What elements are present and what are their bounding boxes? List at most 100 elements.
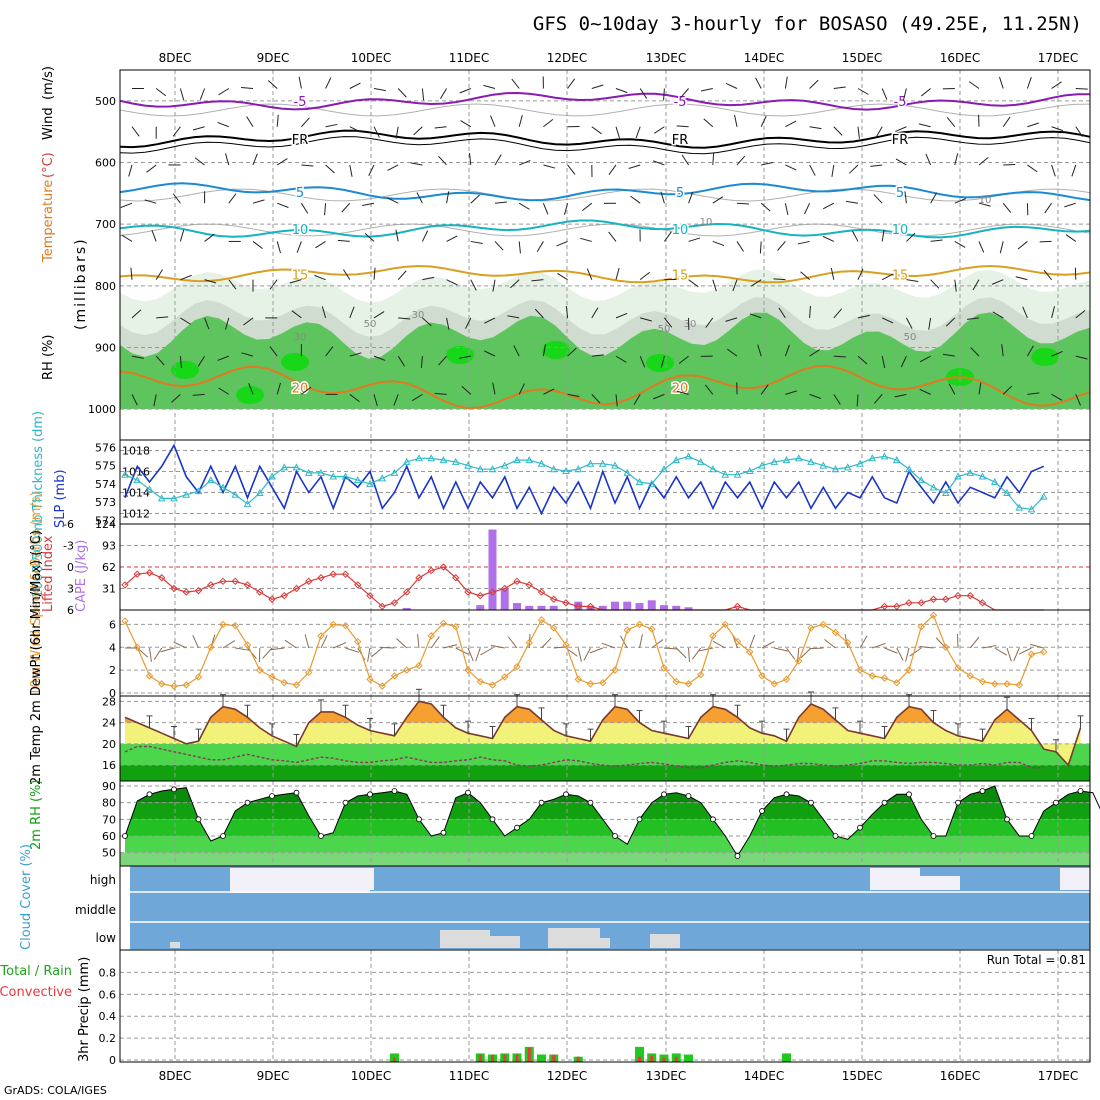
wind-barb <box>999 76 1004 89</box>
wind-barb <box>777 241 786 251</box>
thickness-point <box>672 456 681 464</box>
wind-barb <box>760 202 771 212</box>
wind-barb <box>969 636 980 649</box>
wind-barb <box>172 193 181 204</box>
wind-barb <box>420 356 423 369</box>
wind-barb <box>954 153 959 166</box>
li-point <box>243 581 252 589</box>
isotherm-label: 15 <box>292 269 309 284</box>
wind-barb <box>192 635 199 649</box>
wind-barb <box>822 202 835 210</box>
wind-barb <box>337 239 350 242</box>
precip-tick-label: 0 <box>109 1054 116 1067</box>
precip-convective-bar <box>674 1056 678 1062</box>
cape-bar <box>623 601 632 610</box>
wind-barb <box>873 394 883 404</box>
wind-point <box>697 671 705 679</box>
wind-barb <box>755 77 762 89</box>
li-point <box>439 563 448 571</box>
rh-point <box>342 799 349 806</box>
slp-tick-label: 1018 <box>122 445 150 458</box>
thickness-point <box>635 477 644 485</box>
bottom-date-label: 15DEC <box>842 1069 882 1083</box>
wind-barb <box>800 271 810 281</box>
footer-credit: GrADS: COLA/IGES <box>4 1084 107 1097</box>
wind-barb <box>217 121 229 128</box>
dewpoint-line <box>124 745 1044 769</box>
wind-point <box>341 621 350 630</box>
precip-convective-bar <box>515 1054 519 1062</box>
wind-barb <box>881 229 885 242</box>
wind-barb <box>591 84 604 89</box>
precip-convective-bar <box>662 1057 666 1062</box>
wind-barb <box>884 647 898 654</box>
wind-barb <box>712 640 726 649</box>
rh-band <box>125 786 1090 803</box>
bottom-date-label: 14DEC <box>744 1069 784 1083</box>
wind-barb <box>480 647 493 656</box>
wind-barb <box>809 305 811 318</box>
wind-barb <box>567 78 576 89</box>
thickness-point <box>366 479 374 487</box>
top-date-label: 11DEC <box>449 51 489 65</box>
thickness-point <box>684 452 693 460</box>
wind-barb <box>371 647 383 658</box>
wind-barb <box>797 647 800 662</box>
thickness-point <box>807 457 815 465</box>
wind-barb <box>325 346 334 357</box>
rh-point <box>734 853 741 859</box>
wind-barb <box>608 231 617 242</box>
wind-barb <box>192 393 205 396</box>
wind-barb <box>608 164 617 175</box>
wind-barb <box>130 267 133 280</box>
isotherm-label: 20 <box>672 382 689 397</box>
thickness-point <box>696 457 705 465</box>
chart-title: GFS 0~10day 3-hourly for BOSASO (49.25E,… <box>533 13 1082 35</box>
wind-barb <box>628 164 641 169</box>
wind-tick-label: 4 <box>109 641 116 654</box>
wind-barb <box>736 155 746 166</box>
wind-point <box>954 664 962 672</box>
cape-bar <box>647 600 656 610</box>
wind-barb <box>243 317 254 326</box>
wind-barb <box>652 160 665 166</box>
wind-point <box>831 628 840 637</box>
wind-barb <box>918 123 931 128</box>
wind-point <box>1040 648 1048 656</box>
wind-barb <box>398 317 411 320</box>
wind-barb <box>460 120 472 128</box>
wind-point <box>1027 650 1036 658</box>
wind-barb <box>333 642 347 649</box>
wind-barb <box>640 317 652 322</box>
wind-point <box>488 681 497 689</box>
wind-point <box>733 637 742 646</box>
rh-point <box>122 833 128 839</box>
wind-barb <box>930 239 943 242</box>
precip-tick-label: 0.6 <box>99 988 117 1001</box>
wind-barb <box>1018 647 1032 655</box>
wind-barb <box>131 309 142 319</box>
thickness-point <box>794 454 803 462</box>
ylabel-temp-unit: (°C) <box>41 152 56 178</box>
top-date-label: 12DEC <box>547 51 587 65</box>
wind-barb <box>725 82 738 89</box>
wind-barb <box>131 126 140 137</box>
wind-point <box>256 666 264 674</box>
thickness-point <box>353 476 362 484</box>
li-point <box>550 595 558 603</box>
wind-barb <box>160 647 175 653</box>
li-point <box>488 588 497 596</box>
li-point <box>452 574 460 582</box>
rh-point <box>832 833 839 839</box>
wind-point <box>550 624 558 632</box>
wind-barb <box>345 647 359 653</box>
li-point <box>513 577 521 586</box>
wind-barb <box>591 126 602 135</box>
rh-tick-label: 70 <box>102 813 116 826</box>
temp-tick-label: 16 <box>102 759 116 772</box>
rh-contour-label: 50 <box>904 332 917 343</box>
wind-barb <box>373 311 385 319</box>
li-point <box>366 591 374 600</box>
high-cloud-block <box>1060 868 1090 890</box>
